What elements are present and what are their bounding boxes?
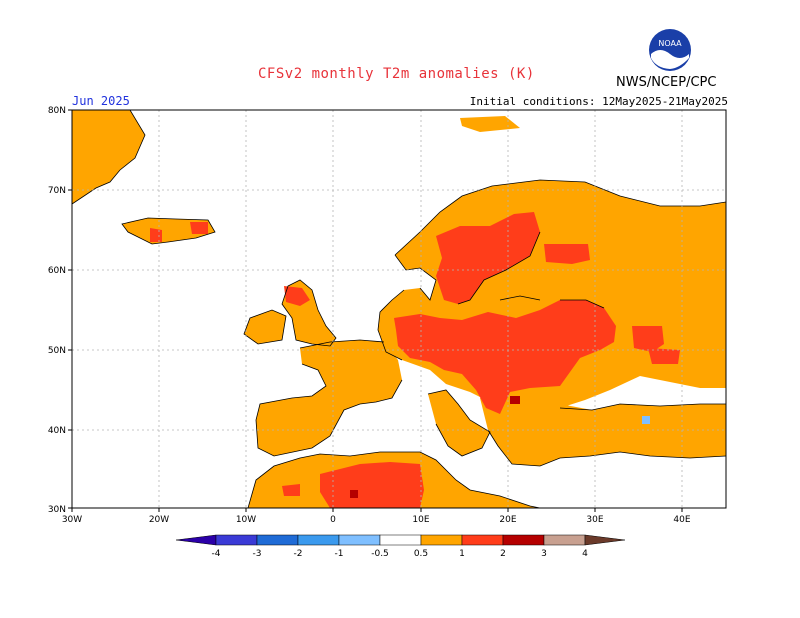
lat-tick-label: 50N	[48, 346, 66, 356]
lon-tick-label: 30W	[62, 515, 82, 525]
colorbar-label: -4	[212, 549, 221, 559]
colorbar-label: -0.5	[371, 549, 389, 559]
lat-tick-labels: 30N 40N 50N 60N 70N 80N	[48, 106, 66, 515]
colorbar-swatch	[297, 534, 340, 546]
lat-tick-label: 60N	[48, 266, 66, 276]
initial-conditions-label: Initial conditions: 12May2025-21May2025	[469, 95, 728, 108]
map-frame	[71, 109, 727, 509]
colorbar-swatch	[256, 534, 299, 546]
colorbar-swatch	[502, 534, 545, 546]
colorbar	[175, 534, 626, 546]
lon-tick-label: 30E	[586, 515, 603, 525]
colorbar-label: 1	[459, 549, 465, 559]
colorbar-label: -3	[253, 549, 262, 559]
coastlines	[72, 110, 726, 508]
lon-tick-label: 10E	[412, 515, 429, 525]
colorbar-label: 2	[500, 549, 506, 559]
valid-month-label: Jun 2025	[72, 94, 130, 108]
colorbar-label: -1	[335, 549, 344, 559]
colorbar-label: -2	[294, 549, 303, 559]
lat-tick-label: 70N	[48, 186, 66, 196]
colorbar-arrow-high	[584, 534, 626, 546]
anomaly-fields	[72, 110, 726, 508]
lon-tick-label: 40E	[673, 515, 690, 525]
colorbar-labels: -4 -3 -2 -1 -0.5 0.5 1 2 3 4	[212, 549, 589, 559]
noaa-logo: NOAA	[649, 29, 691, 71]
agency-label: NWS/NCEP/CPC	[616, 75, 717, 90]
map-title: CFSv2 monthly T2m anomalies (K)	[258, 66, 535, 82]
lat-tick-label: 30N	[48, 505, 66, 515]
anomaly-blue-regions	[642, 416, 650, 424]
colorbar-arrow-low	[175, 534, 217, 546]
colorbar-swatch	[461, 534, 504, 546]
anomaly-red-regions	[150, 212, 680, 508]
colorbar-label: 4	[582, 549, 588, 559]
tick-marks	[68, 109, 683, 512]
colorbar-swatch	[338, 534, 381, 546]
logo-text: NOAA	[658, 39, 682, 48]
lat-tick-label: 40N	[48, 426, 66, 436]
colorbar-swatch	[543, 534, 586, 546]
lon-tick-label: 0	[330, 515, 336, 525]
colorbar-label: 3	[541, 549, 547, 559]
lon-tick-labels: 30W 20W 10W 0 10E 20E 30E 40E	[62, 515, 691, 525]
lon-tick-label: 20W	[149, 515, 169, 525]
anomaly-darkred-regions	[350, 396, 520, 498]
colorbar-label: 0.5	[414, 549, 428, 559]
colorbar-swatch	[379, 534, 422, 546]
colorbar-swatch	[215, 534, 258, 546]
anomaly-orange-regions	[72, 110, 726, 508]
lon-tick-label: 20E	[499, 515, 516, 525]
lat-tick-label: 80N	[48, 106, 66, 116]
colorbar-swatch	[420, 534, 463, 546]
lon-tick-label: 10W	[236, 515, 256, 525]
graticule	[72, 110, 726, 508]
